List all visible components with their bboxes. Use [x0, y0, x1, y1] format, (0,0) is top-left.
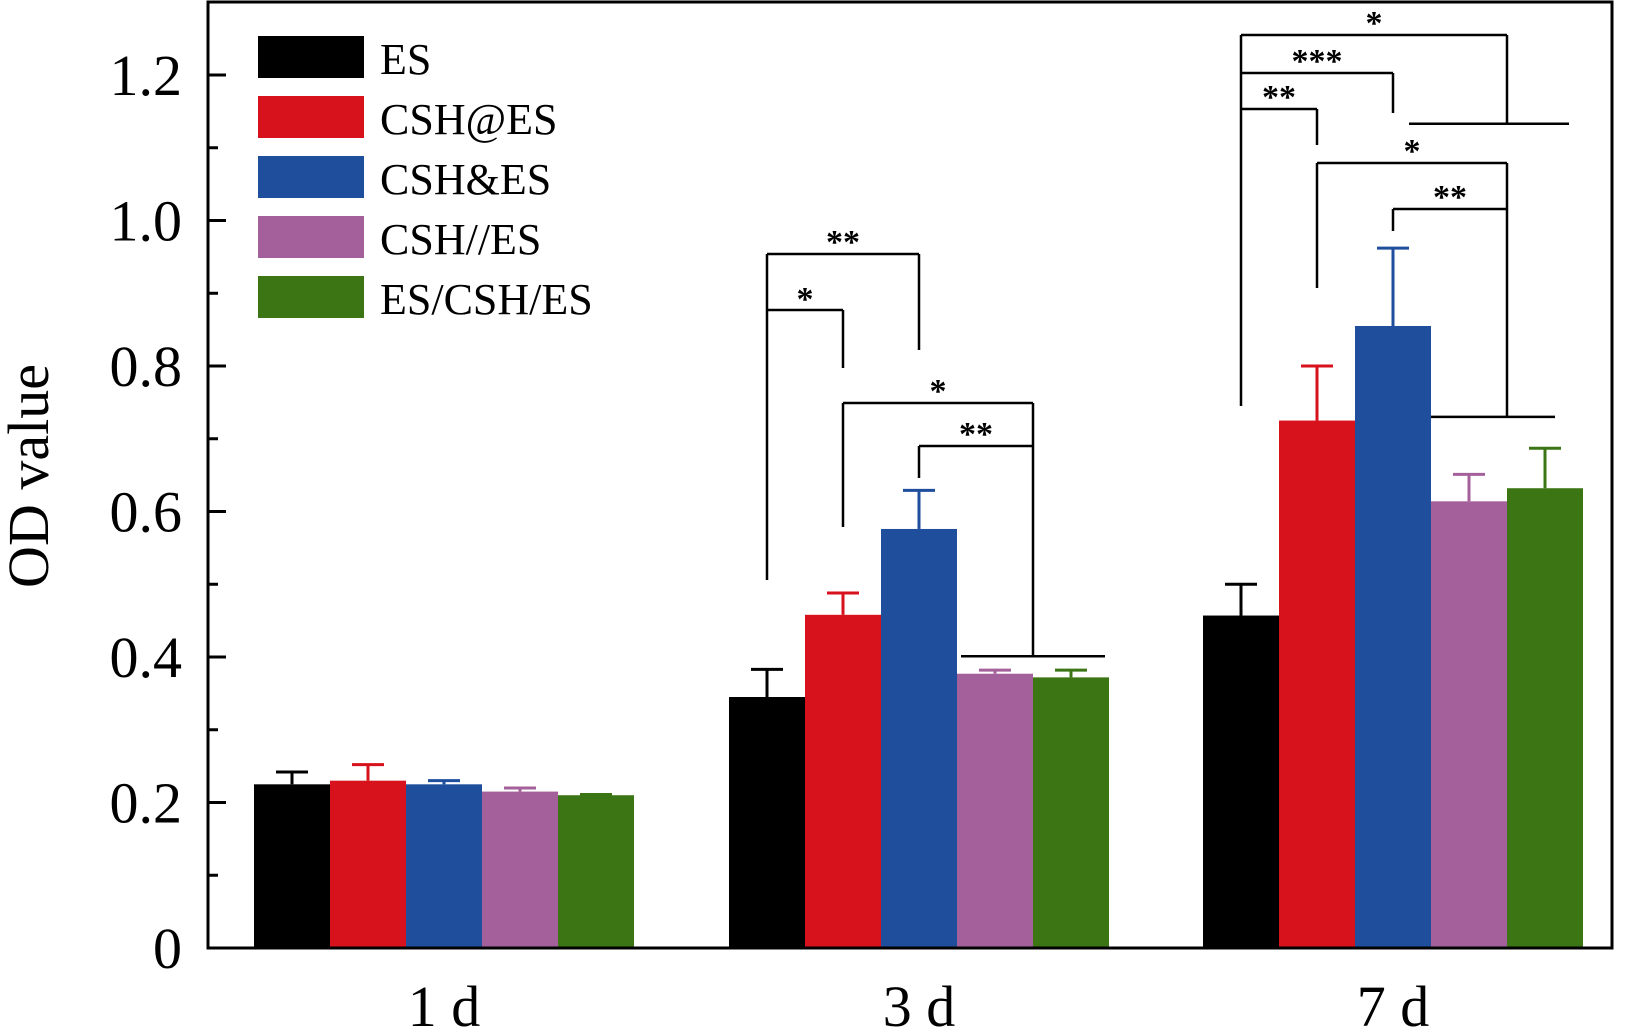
- significance-label: **: [1433, 179, 1467, 216]
- bar-3d-4: [1033, 677, 1109, 948]
- y-tick-label: 1.2: [110, 43, 183, 108]
- y-tick-label: 0.4: [110, 625, 183, 690]
- significance-label: **: [959, 416, 993, 453]
- error-bars: [276, 246, 1561, 796]
- y-axis-label: OD value: [0, 364, 61, 588]
- y-tick-label: 0.6: [110, 480, 183, 545]
- bar-7d-4: [1507, 488, 1583, 948]
- bar-1d-3: [482, 791, 558, 948]
- significance-label: *: [1404, 133, 1421, 170]
- legend-swatch: [258, 276, 364, 318]
- legend-swatch: [258, 216, 364, 258]
- bar-3d-1: [805, 614, 881, 948]
- bar-1d-0: [254, 784, 330, 948]
- y-tick-label: 1.0: [110, 189, 183, 254]
- y-tick-label: 0: [153, 916, 182, 981]
- bar-7d-2: [1355, 325, 1431, 948]
- legend-label: CSH//ES: [380, 215, 541, 264]
- legend-label: CSH&ES: [380, 155, 551, 204]
- significance-label: *: [797, 281, 814, 318]
- significance-annotations: ***************: [765, 5, 1569, 658]
- bars: [254, 325, 1583, 948]
- significance-label: **: [1262, 79, 1296, 116]
- significance-label: **: [826, 224, 860, 261]
- bar-3d-3: [957, 673, 1033, 948]
- legend-swatch: [258, 156, 364, 198]
- plot-frame: [206, 0, 1614, 950]
- bar-1d-4: [558, 795, 634, 948]
- legend: ES CSH@ES CSH&ES CSH//ES ES/CSH/ES: [258, 35, 593, 324]
- legend-swatch: [258, 36, 364, 78]
- bar-3d-2: [881, 528, 957, 948]
- bar-7d-1: [1279, 420, 1355, 948]
- x-tick-label: 7 d: [1357, 974, 1430, 1032]
- legend-swatch: [258, 96, 364, 138]
- y-tick-label: 0.8: [110, 334, 183, 399]
- significance-label: *: [930, 373, 947, 410]
- bar-7d-0: [1203, 615, 1279, 948]
- significance-label: *: [1366, 5, 1383, 42]
- bar-7d-3: [1431, 501, 1507, 948]
- legend-label: ES/CSH/ES: [380, 275, 593, 324]
- legend-label: CSH@ES: [380, 95, 557, 144]
- bar-1d-2: [406, 784, 482, 948]
- bar-1d-1: [330, 780, 406, 948]
- y-tick-label: 0.2: [110, 771, 183, 836]
- x-tick-label: 1 d: [408, 974, 481, 1032]
- x-tick-label: 3 d: [883, 974, 956, 1032]
- legend-label: ES: [380, 35, 431, 84]
- bar-3d-0: [729, 697, 805, 948]
- significance-label: ***: [1292, 43, 1343, 80]
